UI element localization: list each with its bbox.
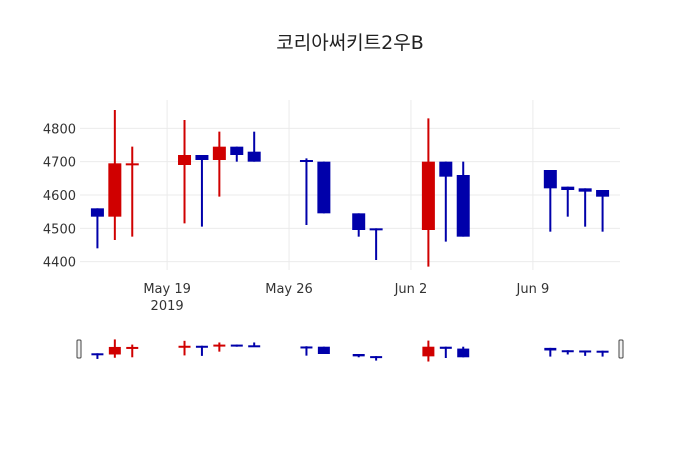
y-tick-label: 4500: [43, 222, 76, 237]
range-slider-candles: [91, 339, 609, 362]
x-axis: May 19 2019 May 26 Jun 2 Jun 9: [143, 282, 549, 314]
slider-candle: [457, 346, 470, 358]
slider-candle: [561, 350, 574, 355]
candle[interactable]: [299, 158, 313, 225]
slider-candle: [596, 350, 609, 357]
y-tick-label: 4400: [43, 256, 76, 271]
slider-candle: [213, 342, 226, 352]
candle[interactable]: [125, 146, 139, 237]
candle[interactable]: [178, 120, 192, 224]
slider-candle: [370, 356, 383, 361]
slider-candle: [422, 340, 435, 362]
slider-candle: [108, 339, 121, 358]
candle[interactable]: [596, 190, 610, 232]
candle[interactable]: [543, 170, 557, 232]
slider-candle: [579, 350, 592, 356]
candle[interactable]: [421, 118, 435, 267]
y-tick-label: 4800: [43, 122, 76, 137]
x-tick-label: Jun 9: [516, 282, 550, 297]
candle[interactable]: [230, 146, 244, 162]
candle[interactable]: [561, 186, 575, 217]
slider-candle: [91, 353, 104, 359]
gridlines: [80, 100, 620, 270]
slider-candle: [439, 346, 452, 358]
candle[interactable]: [439, 161, 453, 242]
candle[interactable]: [369, 228, 383, 260]
range-slider[interactable]: [76, 336, 624, 366]
chart-title: 코리아써키트2우B: [276, 32, 424, 54]
candle[interactable]: [578, 188, 592, 227]
range-slider-right-handle[interactable]: [618, 339, 624, 359]
x-tick-label: May 19: [143, 282, 191, 297]
candle[interactable]: [317, 161, 331, 214]
x-tick-year-label: 2019: [151, 299, 184, 314]
range-slider-background[interactable]: [80, 336, 620, 366]
candle[interactable]: [195, 155, 209, 227]
candle[interactable]: [247, 131, 261, 162]
y-tick-label: 4700: [43, 156, 76, 171]
slider-candle: [544, 347, 557, 357]
x-tick-label: May 26: [265, 282, 313, 297]
slider-candle: [317, 346, 330, 354]
candle[interactable]: [90, 208, 104, 249]
slider-candle: [195, 345, 208, 356]
candle[interactable]: [212, 131, 226, 197]
candle[interactable]: [456, 161, 470, 237]
candle[interactable]: [108, 110, 122, 240]
slider-candle: [178, 340, 191, 356]
x-tick-label: Jun 2: [394, 282, 428, 297]
slider-candle: [352, 354, 365, 358]
range-slider-left-handle[interactable]: [76, 339, 82, 359]
main-plot-candles: [90, 110, 610, 267]
slider-candle: [248, 342, 261, 348]
slider-candle: [300, 346, 313, 356]
candle[interactable]: [352, 213, 366, 237]
slider-candle: [230, 344, 243, 347]
y-axis: 4400 4500 4600 4700 4800: [43, 122, 76, 270]
slider-candle: [126, 344, 139, 358]
y-tick-label: 4600: [43, 189, 76, 204]
